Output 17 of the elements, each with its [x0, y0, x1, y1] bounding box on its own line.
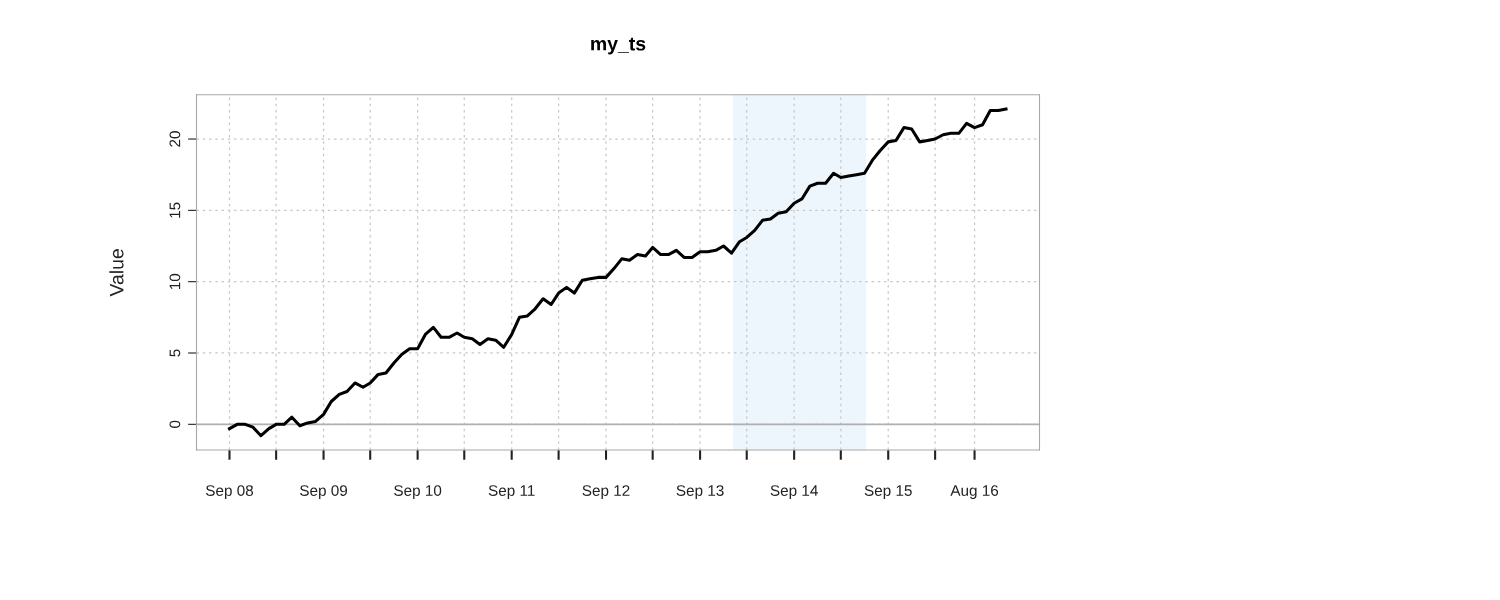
- x-tick-label: Sep 14: [770, 485, 818, 499]
- x-tick-label: Sep 11: [488, 485, 535, 499]
- y-tick-label: 20: [169, 131, 181, 147]
- x-tick-label: Sep 09: [300, 485, 348, 499]
- x-tick-label: Sep 13: [676, 485, 724, 499]
- y-axis-title: Value: [109, 249, 124, 297]
- chart-title: my_ts: [591, 37, 646, 55]
- y-tick-label: 15: [169, 202, 181, 218]
- x-tick-label: Sep 12: [582, 485, 630, 499]
- x-tick-label: Sep 10: [394, 485, 442, 499]
- y-tick-label: 5: [169, 349, 181, 357]
- x-tick-label: Sep 08: [205, 485, 254, 499]
- line-series: [227, 107, 1008, 438]
- y-tick-label: 10: [169, 273, 181, 289]
- x-tick-label: Sep 15: [864, 485, 912, 499]
- x-tick-label: Aug 16: [950, 485, 999, 499]
- y-tick-label: 0: [169, 420, 181, 428]
